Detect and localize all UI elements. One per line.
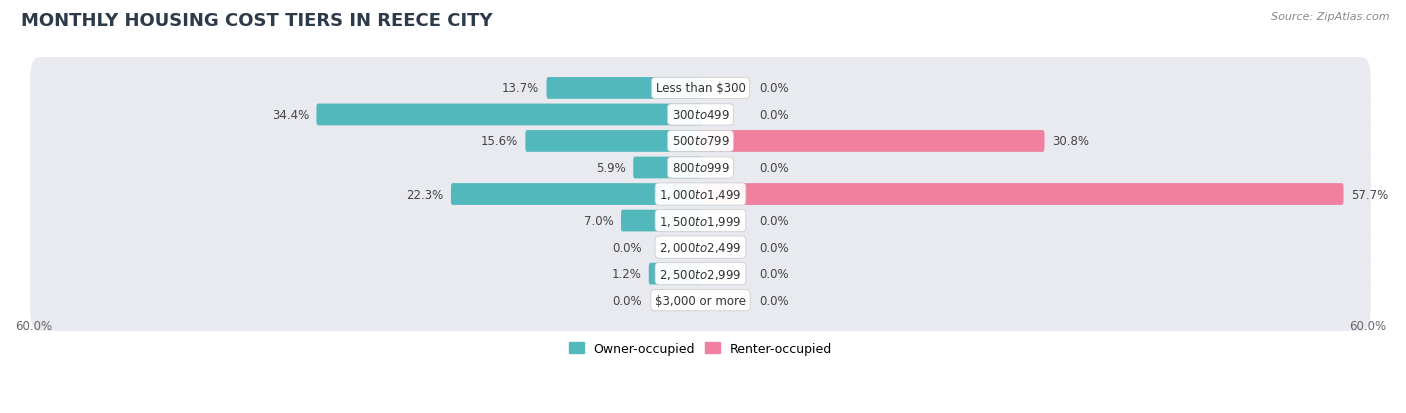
Text: $2,500 to $2,999: $2,500 to $2,999 [659, 267, 742, 281]
Text: $1,500 to $1,999: $1,500 to $1,999 [659, 214, 742, 228]
FancyBboxPatch shape [648, 263, 702, 285]
Text: 57.7%: 57.7% [1351, 188, 1388, 201]
FancyBboxPatch shape [30, 58, 1371, 119]
FancyBboxPatch shape [699, 131, 1045, 152]
FancyBboxPatch shape [30, 111, 1371, 172]
Text: 0.0%: 0.0% [759, 241, 789, 254]
FancyBboxPatch shape [30, 217, 1371, 278]
Text: 22.3%: 22.3% [406, 188, 444, 201]
Text: 0.0%: 0.0% [759, 161, 789, 175]
Text: 15.6%: 15.6% [481, 135, 519, 148]
FancyBboxPatch shape [526, 131, 702, 152]
Text: $800 to $999: $800 to $999 [672, 161, 730, 175]
Text: 34.4%: 34.4% [271, 109, 309, 122]
Text: $1,000 to $1,499: $1,000 to $1,499 [659, 188, 742, 202]
FancyBboxPatch shape [621, 210, 702, 232]
FancyBboxPatch shape [30, 138, 1371, 199]
Text: 0.0%: 0.0% [759, 82, 789, 95]
Text: 0.0%: 0.0% [759, 109, 789, 122]
Text: 0.0%: 0.0% [759, 294, 789, 307]
Text: 5.9%: 5.9% [596, 161, 626, 175]
Legend: Owner-occupied, Renter-occupied: Owner-occupied, Renter-occupied [564, 337, 838, 360]
Text: 30.8%: 30.8% [1052, 135, 1088, 148]
FancyBboxPatch shape [30, 243, 1371, 305]
FancyBboxPatch shape [30, 164, 1371, 225]
Text: MONTHLY HOUSING COST TIERS IN REECE CITY: MONTHLY HOUSING COST TIERS IN REECE CITY [21, 12, 492, 30]
Text: 0.0%: 0.0% [759, 268, 789, 280]
FancyBboxPatch shape [316, 104, 702, 126]
Text: 13.7%: 13.7% [502, 82, 540, 95]
Text: $500 to $799: $500 to $799 [672, 135, 730, 148]
FancyBboxPatch shape [30, 190, 1371, 252]
FancyBboxPatch shape [30, 84, 1371, 146]
Text: Source: ZipAtlas.com: Source: ZipAtlas.com [1271, 12, 1389, 22]
FancyBboxPatch shape [633, 157, 702, 179]
Text: $2,000 to $2,499: $2,000 to $2,499 [659, 240, 742, 254]
FancyBboxPatch shape [547, 78, 702, 100]
Text: 0.0%: 0.0% [612, 241, 641, 254]
Text: $300 to $499: $300 to $499 [672, 109, 730, 122]
FancyBboxPatch shape [451, 184, 702, 205]
Text: Less than $300: Less than $300 [655, 82, 745, 95]
Text: 0.0%: 0.0% [759, 214, 789, 228]
Text: $3,000 or more: $3,000 or more [655, 294, 747, 307]
Text: 1.2%: 1.2% [612, 268, 641, 280]
Text: 0.0%: 0.0% [612, 294, 641, 307]
Text: 7.0%: 7.0% [583, 214, 614, 228]
FancyBboxPatch shape [699, 184, 1344, 205]
FancyBboxPatch shape [30, 270, 1371, 331]
